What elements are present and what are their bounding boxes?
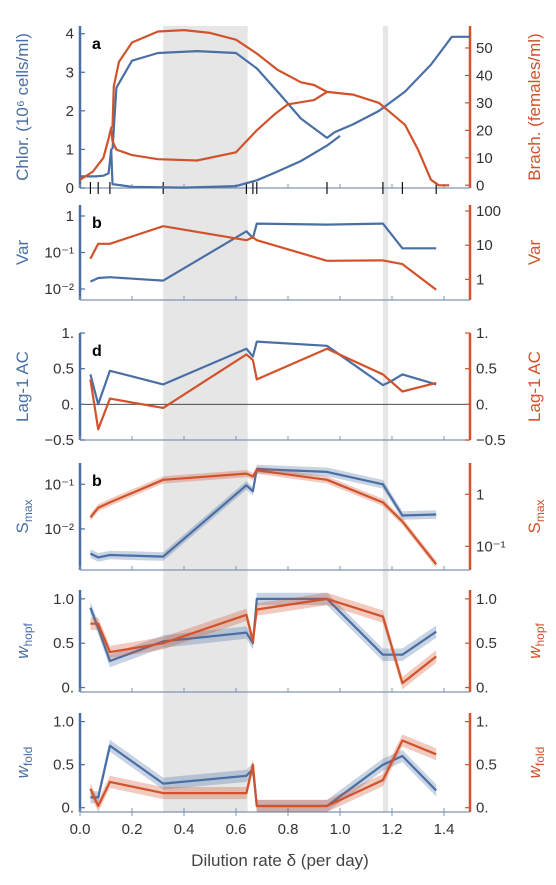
series-band-blue: [90, 592, 437, 668]
left-tick-label: 0.5: [53, 361, 74, 378]
left-axis-label: whopf: [13, 623, 35, 659]
right-axis-label: wfold: [525, 747, 547, 779]
left-tick-label: 0.5: [53, 757, 74, 774]
right-tick-label: 0: [476, 177, 484, 194]
panel-3: 1. 0.5 0. −0.5 1. 0.5 0. −0.5 Lag-1 AC Lag-1 AC d: [13, 325, 544, 449]
right-tick-label: 1.: [476, 714, 489, 731]
series-line-red-3: [111, 29, 328, 128]
right-tick-label: 1: [476, 271, 484, 288]
x-tick-label: 1.2: [382, 821, 403, 838]
left-tick-label: 1.: [61, 325, 74, 342]
right-axis-label: Var: [525, 240, 544, 266]
right-tick-label: 20: [476, 122, 493, 139]
left-tick-label: −0.5: [44, 432, 74, 449]
left-tick-label: 1.0: [53, 591, 74, 608]
series-band-blue: [90, 464, 437, 562]
right-axis-label: Smax: [525, 499, 547, 533]
series-line-red-1: [89, 469, 438, 565]
panel-2: 1 10⁻¹ 10⁻² 100 10 1 Var Var b: [13, 203, 544, 301]
panel-letter: a: [92, 36, 101, 53]
left-axis-label: Smax: [13, 499, 35, 533]
series-band-blue: [90, 739, 437, 812]
right-tick-label: 40: [476, 67, 493, 84]
right-tick-label: 0.5: [476, 757, 497, 774]
panel-4: 10⁻¹ 10⁻² 1 10⁻¹ Smax Smax b: [13, 463, 547, 571]
left-axis-label: Chlor. (10⁶ cells/ml): [13, 33, 32, 181]
left-tick-label: 1: [66, 208, 74, 225]
panel-letter: b: [92, 473, 102, 490]
right-tick-label: 10: [476, 150, 493, 167]
series-band-red: [90, 466, 437, 568]
series-line-blue-1: [111, 35, 470, 150]
left-tick-label: 4: [66, 26, 74, 43]
right-axis-label: Lag-1 AC: [525, 351, 544, 422]
series-line-blue-0: [89, 597, 437, 663]
right-tick-label: 10⁻¹: [476, 538, 506, 555]
right-tick-label: 0.: [476, 680, 489, 697]
left-axis-label: Lag-1 AC: [13, 351, 32, 422]
right-tick-label: 0.5: [476, 361, 497, 378]
x-tick-label: 0.0: [70, 821, 91, 838]
right-tick-label: 1: [476, 486, 484, 503]
left-tick-label: 10⁻²: [44, 281, 74, 298]
series-line-blue-0: [89, 340, 437, 406]
series-line-red-2: [79, 90, 450, 187]
left-tick-label: 10⁻¹: [44, 476, 74, 493]
right-tick-label: 0.: [476, 396, 489, 413]
right-tick-label: 1.: [476, 325, 489, 342]
panel-letter: b: [92, 215, 102, 232]
series-line-blue-0: [80, 135, 341, 189]
series-line-red-1: [89, 225, 437, 291]
left-tick-label: 3: [66, 64, 74, 81]
panel-6: 1.0 0.5 0. 1. 0.5 0. wfold wfold: [13, 713, 547, 817]
left-tick-label: 10⁻¹: [44, 245, 74, 262]
left-axis-label: Var: [13, 240, 32, 266]
right-axis-label: Brach. (females/ml): [525, 33, 544, 180]
left-tick-label: 0: [66, 180, 74, 197]
x-axis: 0.0 0.2 0.4 0.6 0.8 1.0 1.2 1.4: [70, 812, 455, 838]
right-tick-label: 30: [476, 95, 493, 112]
shaded-band-0: [163, 26, 248, 812]
right-tick-label: 0.: [476, 800, 489, 817]
shaded-bands: [163, 26, 389, 812]
left-tick-label: 1: [66, 141, 74, 158]
right-tick-label: 1.0: [476, 591, 497, 608]
right-tick-label: 10: [476, 237, 493, 254]
x-tick-label: 1.0: [330, 821, 351, 838]
left-tick-label: 0.: [61, 800, 74, 817]
right-axis-label: whopf: [525, 623, 547, 659]
series-line-red-1: [89, 347, 437, 431]
x-tick-label: 0.8: [278, 821, 299, 838]
x-tick-label: 0.4: [174, 821, 195, 838]
left-tick-label: 1.0: [53, 714, 74, 731]
shaded-band-1: [382, 26, 389, 812]
right-tick-label: −0.5: [476, 432, 506, 449]
left-tick-label: 0.5: [53, 635, 74, 652]
right-tick-label: 50: [476, 40, 493, 57]
left-axis-label: wfold: [13, 747, 35, 779]
x-tick-label: 0.2: [122, 821, 143, 838]
series-line-red-1: [89, 739, 437, 808]
left-tick-label: 2: [66, 103, 74, 120]
series-line-red-1: [90, 597, 437, 685]
x-axis-label: Dilution rate δ (per day): [191, 851, 369, 870]
left-tick-label: 0.: [61, 680, 74, 697]
panel-5: 1.0 0.5 0. 1.0 0.5 0. whopf whopf: [13, 590, 547, 697]
right-tick-label: 0.5: [476, 635, 497, 652]
x-tick-label: 0.6: [226, 821, 247, 838]
left-tick-label: 0.: [61, 396, 74, 413]
panel-letter: d: [92, 343, 102, 360]
right-tick-label: 100: [476, 203, 501, 220]
series-line-blue-0: [89, 467, 437, 559]
left-tick-label: 10⁻²: [44, 521, 74, 538]
x-tick-label: 1.4: [434, 821, 455, 838]
